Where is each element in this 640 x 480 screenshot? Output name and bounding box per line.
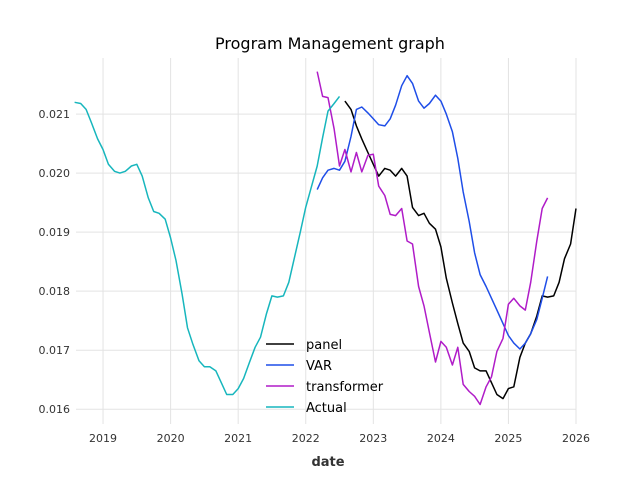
y-tick-label: 0.019 — [39, 226, 71, 239]
series-line-actual — [74, 95, 341, 396]
x-tick-label: 2021 — [224, 432, 252, 445]
x-axis-label: date — [311, 455, 344, 470]
y-tick-label: 0.021 — [39, 108, 71, 121]
chart-title: Program Management graph — [215, 34, 445, 53]
x-tick-label: 2023 — [359, 432, 387, 445]
y-axis: 0.016 0.017 0.018 0.019 0.020 0.021 — [39, 108, 71, 416]
x-tick-label: 2025 — [494, 432, 522, 445]
x-tick-label: 2019 — [89, 432, 117, 445]
y-tick-label: 0.017 — [39, 344, 71, 357]
series-line-panel — [344, 100, 577, 400]
legend: panel VAR transformer Actual — [266, 338, 384, 416]
y-tick-label: 0.020 — [39, 167, 71, 180]
series-layer — [74, 71, 577, 406]
y-tick-label: 0.016 — [39, 403, 71, 416]
x-tick-label: 2024 — [427, 432, 455, 445]
x-tick-label: 2020 — [157, 432, 185, 445]
legend-label: VAR — [306, 359, 332, 374]
series-line-var — [316, 74, 549, 350]
legend-label: panel — [306, 338, 342, 353]
y-tick-label: 0.018 — [39, 285, 71, 298]
series-line-transformer — [316, 71, 549, 406]
x-tick-label: 2026 — [562, 432, 590, 445]
x-tick-label: 2022 — [292, 432, 320, 445]
legend-label: transformer — [306, 380, 384, 395]
x-axis: 2019 2020 2021 2022 2023 2024 2025 2026 — [89, 432, 590, 445]
legend-label: Actual — [306, 401, 347, 416]
